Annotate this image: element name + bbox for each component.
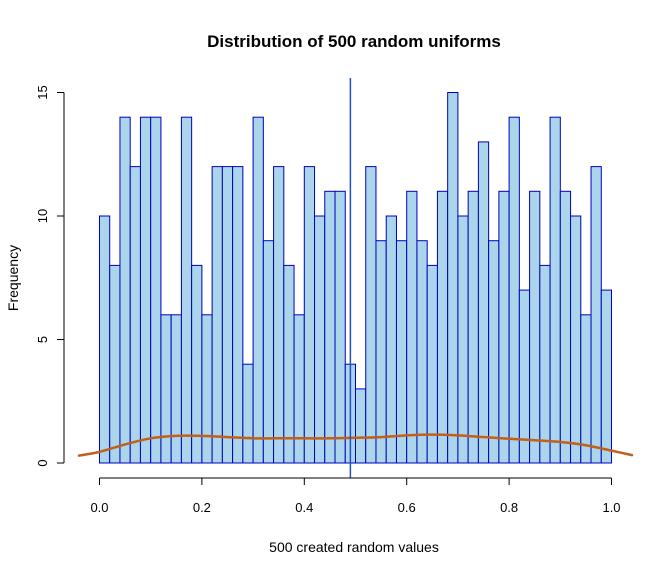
y-axis-label: Frequency xyxy=(5,245,21,311)
histogram-bar xyxy=(181,117,191,463)
histogram-bar xyxy=(407,191,417,463)
histogram-bar xyxy=(560,191,570,463)
histogram-bar xyxy=(376,241,386,463)
histogram-bar xyxy=(274,167,284,463)
histogram-bars xyxy=(99,93,611,464)
x-tick-label: 0.6 xyxy=(398,500,416,515)
x-tick-label: 1.0 xyxy=(602,500,620,515)
histogram-bar xyxy=(222,167,232,463)
histogram-bar xyxy=(294,315,304,463)
x-tick-label: 0.0 xyxy=(90,500,108,515)
chart-title: Distribution of 500 random uniforms xyxy=(207,32,501,51)
histogram-bar xyxy=(499,191,509,463)
y-tick-label: 0 xyxy=(35,459,50,466)
y-tick-label: 15 xyxy=(35,85,50,99)
histogram-bar xyxy=(396,241,406,463)
histogram-bar xyxy=(601,290,611,463)
y-axis: 0 5 10 15 xyxy=(35,85,64,466)
histogram-bar xyxy=(212,167,222,463)
histogram-bar xyxy=(140,117,150,463)
histogram-bar xyxy=(161,315,171,463)
histogram-bar xyxy=(540,265,550,463)
histogram-bar xyxy=(110,265,120,463)
histogram-bar xyxy=(325,191,335,463)
histogram-bar xyxy=(478,142,488,463)
histogram-bar xyxy=(315,216,325,463)
histogram-bar xyxy=(437,191,447,463)
histogram-bar xyxy=(243,364,253,463)
histogram-bar xyxy=(151,117,161,463)
histogram-bar xyxy=(550,117,560,463)
histogram-bar xyxy=(581,315,591,463)
histogram-bar xyxy=(335,191,345,463)
histogram-bar xyxy=(233,167,243,463)
histogram-bar xyxy=(356,389,366,463)
histogram-bar xyxy=(591,167,601,463)
histogram-bar xyxy=(468,191,478,463)
histogram-bar xyxy=(130,167,140,463)
y-tick-label: 5 xyxy=(35,336,50,343)
histogram-bar xyxy=(489,241,499,463)
x-tick-label: 0.8 xyxy=(500,500,518,515)
histogram-bar xyxy=(171,315,181,463)
x-tick-label: 0.4 xyxy=(295,500,313,515)
histogram-bar xyxy=(519,290,529,463)
histogram-bar xyxy=(530,191,540,463)
histogram-bar xyxy=(304,167,314,463)
histogram-bar xyxy=(386,216,396,463)
histogram-bar xyxy=(192,265,202,463)
histogram-bar xyxy=(458,216,468,463)
histogram-bar xyxy=(509,117,519,463)
histogram-bar xyxy=(417,241,427,463)
histogram-bar xyxy=(120,117,130,463)
histogram-bar xyxy=(99,216,109,463)
histogram-bar xyxy=(571,216,581,463)
histogram-bar xyxy=(263,241,273,463)
histogram-bar xyxy=(253,117,263,463)
x-tick-label: 0.2 xyxy=(193,500,211,515)
y-tick-label: 10 xyxy=(35,209,50,223)
histogram-bar xyxy=(202,315,212,463)
x-axis: 0.0 0.2 0.4 0.6 0.8 1.0 xyxy=(90,478,620,515)
histogram-bar xyxy=(366,167,376,463)
histogram-bar xyxy=(284,265,294,463)
histogram-bar xyxy=(448,93,458,464)
x-axis-label: 500 created random values xyxy=(269,539,439,555)
